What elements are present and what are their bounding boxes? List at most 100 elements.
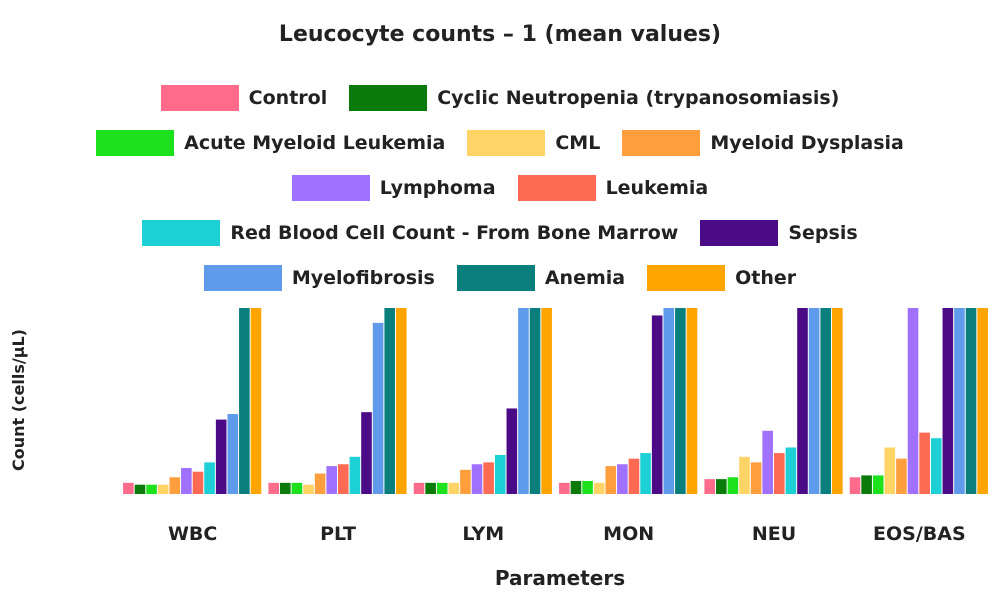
bar[interactable] — [280, 482, 291, 494]
legend-item[interactable]: Other — [647, 265, 796, 291]
bar[interactable] — [832, 308, 843, 494]
bar[interactable] — [762, 430, 773, 494]
x-tick-label: WBC — [168, 523, 217, 545]
legend-item[interactable]: Lymphoma — [291, 175, 496, 201]
bar[interactable] — [314, 473, 326, 494]
bar[interactable] — [541, 308, 552, 494]
legend-row: Control Cyclic Neutropenia (trypanosomias… — [160, 80, 839, 116]
x-tick-labels: WBC PLT LYM MON NEU EOS/BAS — [168, 523, 966, 545]
bar[interactable] — [436, 482, 448, 494]
legend-label: Control — [248, 87, 328, 109]
legend-item[interactable]: Cyclic Neutropenia (trypanosomiasis) — [349, 85, 839, 111]
bar[interactable] — [919, 432, 930, 494]
bar[interactable] — [146, 484, 157, 494]
bar[interactable] — [268, 482, 279, 494]
bar[interactable] — [349, 456, 361, 494]
bar[interactable] — [157, 484, 169, 494]
bar[interactable] — [808, 308, 820, 494]
bar[interactable] — [181, 467, 192, 494]
legend-item[interactable]: Anemia — [456, 265, 625, 291]
bar[interactable] — [896, 458, 907, 494]
bar[interactable] — [529, 308, 541, 494]
bar[interactable] — [675, 308, 686, 494]
y-axis-label: Count (cells/µL) — [9, 329, 28, 471]
bar[interactable] — [942, 308, 954, 494]
legend-label: CML — [555, 132, 601, 154]
bar[interactable] — [338, 464, 349, 494]
legend-swatch — [142, 220, 221, 246]
legend-label: Other — [735, 267, 797, 289]
bar[interactable] — [593, 482, 605, 494]
bar[interactable] — [884, 447, 896, 495]
bar[interactable] — [797, 308, 808, 494]
bar[interactable] — [460, 469, 471, 494]
bar[interactable] — [750, 462, 762, 494]
bar[interactable] — [506, 408, 518, 494]
bar[interactable] — [483, 462, 494, 494]
bar[interactable] — [704, 479, 715, 494]
bar[interactable] — [192, 471, 204, 494]
bar[interactable] — [716, 479, 727, 494]
bar[interactable] — [239, 308, 250, 494]
bar[interactable] — [774, 453, 785, 494]
bar[interactable] — [227, 414, 239, 494]
legend-swatch — [647, 265, 726, 291]
legend-label: Red Blood Cell Count - From Bone Marrow — [230, 222, 679, 244]
bar[interactable] — [303, 484, 314, 494]
bar[interactable] — [326, 466, 337, 494]
bar[interactable] — [727, 477, 739, 494]
x-tick-label: PLT — [320, 523, 356, 545]
bar[interactable] — [134, 484, 146, 494]
bar[interactable] — [686, 308, 698, 494]
bar[interactable] — [907, 308, 919, 494]
legend-item[interactable]: Control — [160, 85, 328, 111]
bar[interactable] — [425, 482, 436, 494]
bar[interactable] — [861, 475, 872, 494]
bar[interactable] — [785, 447, 797, 495]
bar[interactable] — [471, 464, 483, 494]
bar[interactable] — [965, 308, 977, 494]
bar[interactable] — [663, 308, 675, 494]
legend-swatch — [203, 265, 282, 291]
bar[interactable] — [448, 482, 460, 494]
x-tick-label: EOS/BAS — [873, 523, 966, 545]
bar[interactable] — [954, 308, 965, 494]
bar[interactable] — [559, 482, 570, 494]
bar[interactable] — [651, 315, 663, 494]
bar[interactable] — [361, 412, 372, 494]
legend-swatch — [700, 220, 779, 246]
legend-item[interactable]: Myeloid Dysplasia — [622, 130, 904, 156]
bar[interactable] — [849, 477, 861, 494]
bar[interactable] — [872, 475, 884, 494]
legend-item[interactable]: Myelofibrosis — [203, 265, 435, 291]
bar[interactable] — [215, 419, 227, 494]
legend-item[interactable]: Leukemia — [517, 175, 708, 201]
bar[interactable] — [204, 462, 215, 494]
bar[interactable] — [396, 308, 407, 494]
bar[interactable] — [291, 482, 303, 494]
legend-item[interactable]: Acute Myeloid Leukemia — [96, 130, 445, 156]
legend-row: Myelofibrosis Anemia Other — [203, 260, 796, 296]
bar[interactable] — [820, 308, 831, 494]
bar[interactable] — [582, 480, 593, 494]
x-tick-label: NEU — [752, 523, 796, 545]
legend-item[interactable]: Red Blood Cell Count - From Bone Marrow — [142, 220, 678, 246]
bar[interactable] — [169, 477, 181, 494]
bar[interactable] — [518, 308, 529, 494]
bar[interactable] — [628, 458, 640, 494]
legend-item[interactable]: Sepsis — [700, 220, 858, 246]
bar[interactable] — [605, 466, 617, 494]
bar[interactable] — [372, 322, 384, 494]
bar[interactable] — [640, 453, 651, 494]
bar[interactable] — [739, 456, 750, 494]
bar[interactable] — [930, 438, 942, 494]
legend-item[interactable]: CML — [467, 130, 600, 156]
bar[interactable] — [123, 482, 134, 494]
bar[interactable] — [977, 308, 988, 494]
bar[interactable] — [617, 464, 628, 494]
bar[interactable] — [250, 308, 262, 494]
bar[interactable] — [570, 480, 582, 494]
bar[interactable] — [494, 454, 506, 494]
bar[interactable] — [413, 482, 425, 494]
bar[interactable] — [384, 308, 395, 494]
